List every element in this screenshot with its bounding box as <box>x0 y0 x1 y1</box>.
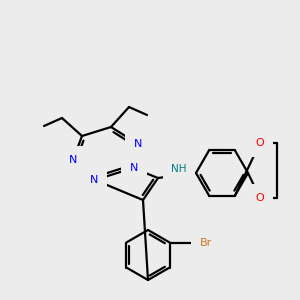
Text: N: N <box>130 163 138 173</box>
Text: Br: Br <box>200 238 212 248</box>
Text: O: O <box>256 193 264 203</box>
Text: O: O <box>256 138 264 148</box>
Text: N: N <box>90 175 98 185</box>
Text: N: N <box>134 139 142 149</box>
Text: NH: NH <box>171 164 187 175</box>
Text: N: N <box>69 155 77 165</box>
